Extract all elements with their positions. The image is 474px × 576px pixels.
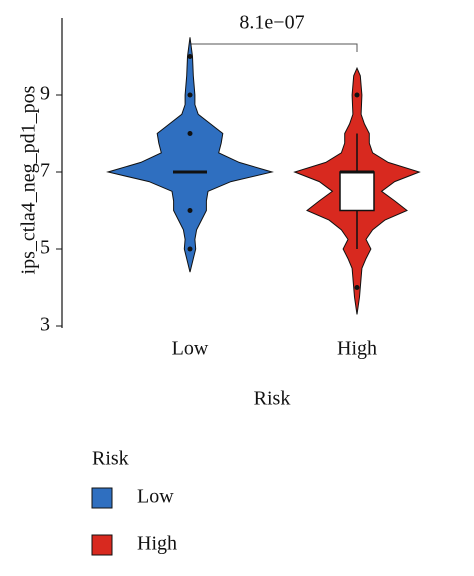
box [339,171,375,212]
legend-title: Risk [92,448,129,470]
outlier [187,131,193,136]
y-axis-title: ips_ctla4_neg_pd1_pos [18,85,40,274]
legend-swatch [91,487,113,509]
legend-label: Low [137,486,174,508]
outlier [187,54,193,59]
x-tick-label: High [337,338,377,360]
y-tick-label: 3 [40,314,50,336]
legend-swatch [91,534,113,556]
p-value: 8.1e−07 [239,12,304,34]
outlier [187,92,193,98]
y-tick-label: 7 [40,160,50,182]
y-tick-label: 5 [40,237,50,259]
x-tick-label: Low [172,338,209,360]
x-axis-title: Risk [254,388,291,410]
violin [106,37,274,273]
significance-bracket [189,43,358,52]
outlier [354,92,360,98]
outlier [187,208,193,213]
y-tick-label: 9 [40,83,50,105]
outlier [354,285,360,290]
legend-label: High [137,533,177,555]
outlier [187,246,193,252]
